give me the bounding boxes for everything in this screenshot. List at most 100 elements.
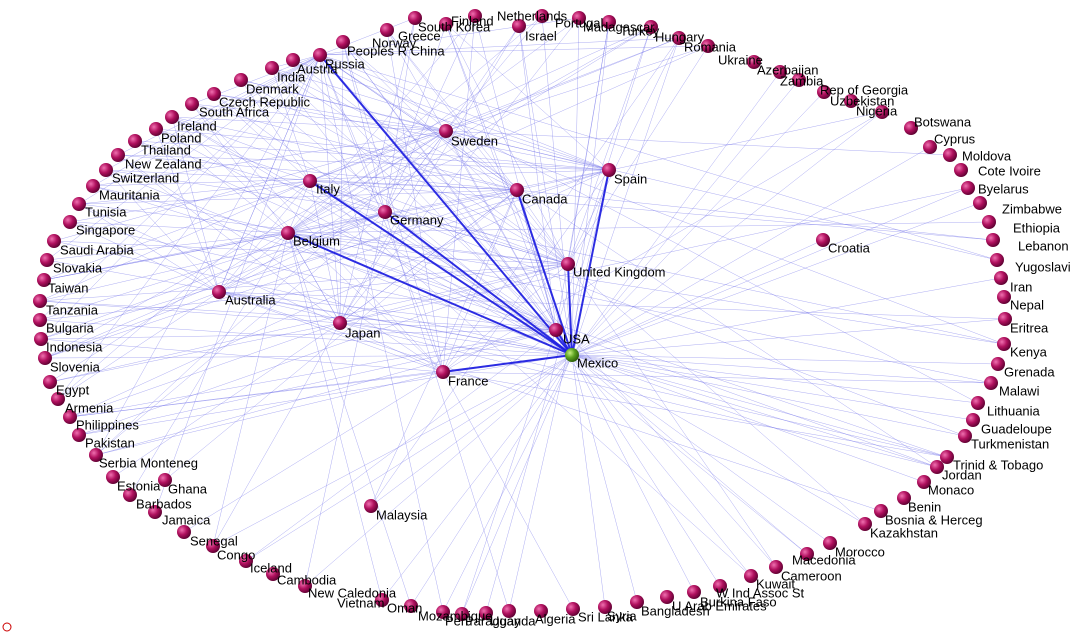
node: [990, 253, 1004, 267]
edge: [319, 54, 444, 613]
node: [408, 11, 422, 25]
edge: [57, 54, 321, 400]
node-label: Cote Ivoire: [978, 163, 1041, 178]
edge: [39, 263, 569, 321]
node-label: Pakistan: [85, 435, 135, 450]
heavy-edge: [571, 169, 610, 356]
node-label: Tanzania: [46, 302, 99, 317]
edge: [212, 232, 289, 547]
edge: [155, 128, 220, 293]
node: [534, 604, 548, 618]
edge: [518, 25, 557, 331]
node: [998, 312, 1012, 326]
node: [535, 9, 549, 23]
edge: [319, 54, 998, 261]
labels: Mexico USA Spain Canada United Kingdom German…: [46, 8, 1071, 628]
edge: [309, 180, 752, 577]
node-label: Taiwan: [48, 280, 88, 295]
edge: [218, 15, 543, 293]
edge: [571, 354, 695, 593]
edge: [571, 146, 931, 356]
node: [38, 351, 52, 365]
node: [177, 525, 191, 539]
edge: [78, 329, 557, 436]
edge: [319, 54, 518, 191]
edge: [384, 17, 416, 213]
edge: [240, 79, 569, 265]
node: [958, 429, 972, 443]
node: [973, 196, 987, 210]
edge: [271, 67, 311, 182]
edge: [78, 203, 444, 373]
node: [298, 579, 312, 593]
node-label: Sri Lanka: [578, 609, 634, 624]
node-label: Benin: [908, 499, 941, 514]
edge: [44, 130, 447, 359]
edge: [191, 103, 518, 191]
node: [982, 215, 996, 229]
node: [769, 560, 783, 574]
edge: [571, 202, 981, 356]
node: [303, 174, 317, 188]
edge: [212, 354, 573, 547]
heavy-edge: [442, 354, 573, 373]
node-label: Mexico: [577, 355, 618, 370]
edge: [43, 232, 289, 281]
node: [875, 105, 889, 119]
edge: [154, 54, 321, 513]
edge: [287, 180, 311, 234]
edge: [342, 41, 569, 265]
node-label: Uzbekistan: [830, 93, 894, 108]
node: [512, 19, 526, 33]
node: [72, 428, 86, 442]
node: [817, 85, 831, 99]
node: [961, 181, 975, 195]
node: [565, 348, 579, 362]
edge: [78, 263, 569, 436]
edge: [386, 29, 573, 356]
edge: [40, 169, 610, 340]
node-label: Turkmenistan: [971, 436, 1049, 451]
heavy-edge: [309, 180, 573, 356]
node-label: New Caledonia: [308, 585, 397, 600]
node: [439, 124, 453, 138]
edge: [442, 111, 883, 373]
edge: [117, 54, 321, 156]
node-label: Turkey: [620, 23, 660, 38]
node: [943, 148, 957, 162]
edge: [339, 322, 557, 331]
node-label: South Korea: [418, 19, 491, 34]
edge: [342, 41, 557, 331]
node: [72, 197, 86, 211]
edge: [571, 71, 781, 356]
edge: [213, 93, 610, 171]
edge: [78, 54, 321, 205]
edge: [78, 354, 573, 436]
edge: [213, 93, 447, 132]
node: [286, 53, 300, 67]
edge: [319, 54, 938, 468]
edge: [287, 232, 948, 458]
edge: [53, 240, 573, 356]
node: [206, 539, 220, 553]
edge: [386, 29, 444, 373]
edge: [384, 211, 557, 331]
node-label: Morocco: [835, 544, 885, 559]
node-label: Kuwait: [756, 576, 795, 591]
node: [207, 87, 221, 101]
edge: [53, 130, 447, 242]
node-label: Greece: [398, 28, 441, 43]
node-label: Portugal: [555, 15, 604, 30]
heavy-edge: [567, 263, 573, 356]
node-label: Malaysia: [376, 507, 428, 522]
node: [997, 290, 1011, 304]
edge: [304, 354, 573, 587]
node-label: Algeria: [535, 611, 576, 626]
edge: [567, 21, 610, 265]
edge: [319, 54, 341, 324]
node: [792, 73, 806, 87]
edge: [309, 180, 966, 437]
edge: [571, 354, 999, 365]
edge: [44, 169, 610, 359]
node: [239, 554, 253, 568]
